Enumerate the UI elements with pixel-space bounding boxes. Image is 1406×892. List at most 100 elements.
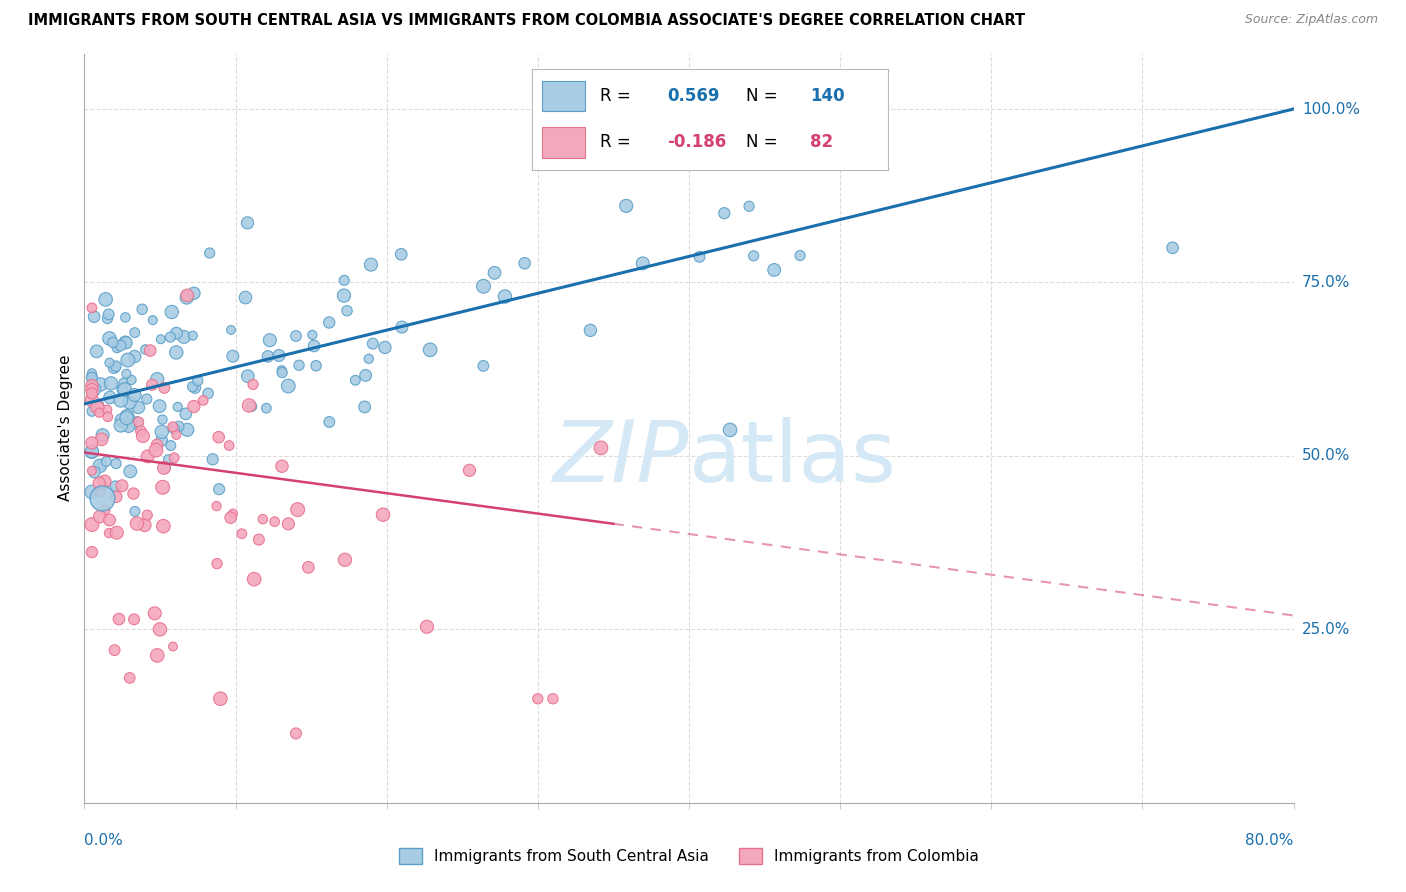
Point xyxy=(163,422,186,436)
Point xyxy=(98,513,121,527)
Point xyxy=(132,429,155,443)
Point xyxy=(288,359,311,373)
Point xyxy=(176,290,198,304)
Point xyxy=(110,338,132,352)
Point xyxy=(94,293,117,307)
Point xyxy=(118,671,141,685)
Point xyxy=(87,401,110,415)
Point xyxy=(333,288,356,302)
Point xyxy=(152,412,174,426)
Point xyxy=(219,510,242,524)
Point xyxy=(198,246,221,260)
Point xyxy=(166,326,188,341)
Point xyxy=(162,640,184,654)
Point xyxy=(205,557,228,571)
Point xyxy=(115,411,138,425)
Point xyxy=(90,377,112,392)
Point xyxy=(136,508,159,522)
Point xyxy=(472,359,495,373)
Point xyxy=(614,199,637,213)
Point xyxy=(118,395,141,409)
Point xyxy=(80,393,103,408)
Point xyxy=(222,507,245,521)
Point xyxy=(100,376,122,391)
Point xyxy=(360,258,382,272)
Point xyxy=(389,247,412,261)
Point xyxy=(80,445,103,459)
Point xyxy=(104,359,127,374)
Point xyxy=(149,332,172,346)
Point xyxy=(89,476,111,491)
Point xyxy=(247,533,270,547)
Point xyxy=(91,458,114,472)
Point xyxy=(128,415,150,429)
Point xyxy=(139,343,162,358)
Point xyxy=(197,386,219,401)
Point xyxy=(160,305,183,319)
Point xyxy=(181,328,204,343)
Point xyxy=(120,464,142,478)
Point xyxy=(631,256,654,270)
Point xyxy=(97,307,120,321)
Point xyxy=(80,371,103,385)
Point xyxy=(163,450,186,465)
Point xyxy=(361,336,384,351)
Point xyxy=(142,313,165,327)
Text: ZIP: ZIP xyxy=(553,417,689,500)
Text: 100.0%: 100.0% xyxy=(1302,102,1360,117)
Point xyxy=(96,402,118,417)
Point xyxy=(742,249,765,263)
Point xyxy=(208,430,231,444)
Point xyxy=(96,454,118,468)
Point xyxy=(181,380,204,394)
Point xyxy=(80,369,103,384)
Point xyxy=(80,517,103,532)
Point xyxy=(183,286,205,301)
Point xyxy=(131,302,153,317)
Point xyxy=(90,433,112,447)
Point xyxy=(146,648,169,663)
Point xyxy=(254,401,277,416)
Point xyxy=(124,504,146,518)
Point xyxy=(143,607,166,621)
Text: 80.0%: 80.0% xyxy=(1246,833,1294,848)
Point xyxy=(318,316,340,330)
Point xyxy=(302,339,325,353)
Point xyxy=(98,526,121,541)
Point xyxy=(318,415,340,429)
Point xyxy=(148,399,170,413)
Point xyxy=(83,382,105,396)
Point xyxy=(110,393,132,408)
Point xyxy=(127,401,149,415)
Point xyxy=(165,345,187,359)
Point xyxy=(98,391,121,405)
Point xyxy=(236,216,259,230)
Point xyxy=(205,499,228,513)
Text: 25.0%: 25.0% xyxy=(1302,622,1350,637)
Point xyxy=(103,360,125,375)
Point xyxy=(238,399,260,413)
Point xyxy=(219,323,242,337)
Point xyxy=(333,553,356,567)
Point xyxy=(89,483,111,498)
Point xyxy=(111,479,134,493)
Point xyxy=(167,419,190,434)
Point xyxy=(80,301,103,315)
Point xyxy=(108,612,131,626)
Point xyxy=(80,444,103,458)
Point xyxy=(91,491,114,505)
Point xyxy=(105,525,128,540)
Text: 75.0%: 75.0% xyxy=(1302,275,1350,290)
Point xyxy=(115,367,138,381)
Point xyxy=(89,458,111,473)
Point xyxy=(277,379,299,393)
Point xyxy=(166,400,188,414)
Point xyxy=(236,369,259,384)
Point xyxy=(146,438,169,452)
Point xyxy=(89,509,111,524)
Point xyxy=(80,366,103,380)
Point xyxy=(101,335,124,350)
Point xyxy=(136,450,159,464)
Point xyxy=(93,475,115,489)
Point xyxy=(277,516,299,531)
